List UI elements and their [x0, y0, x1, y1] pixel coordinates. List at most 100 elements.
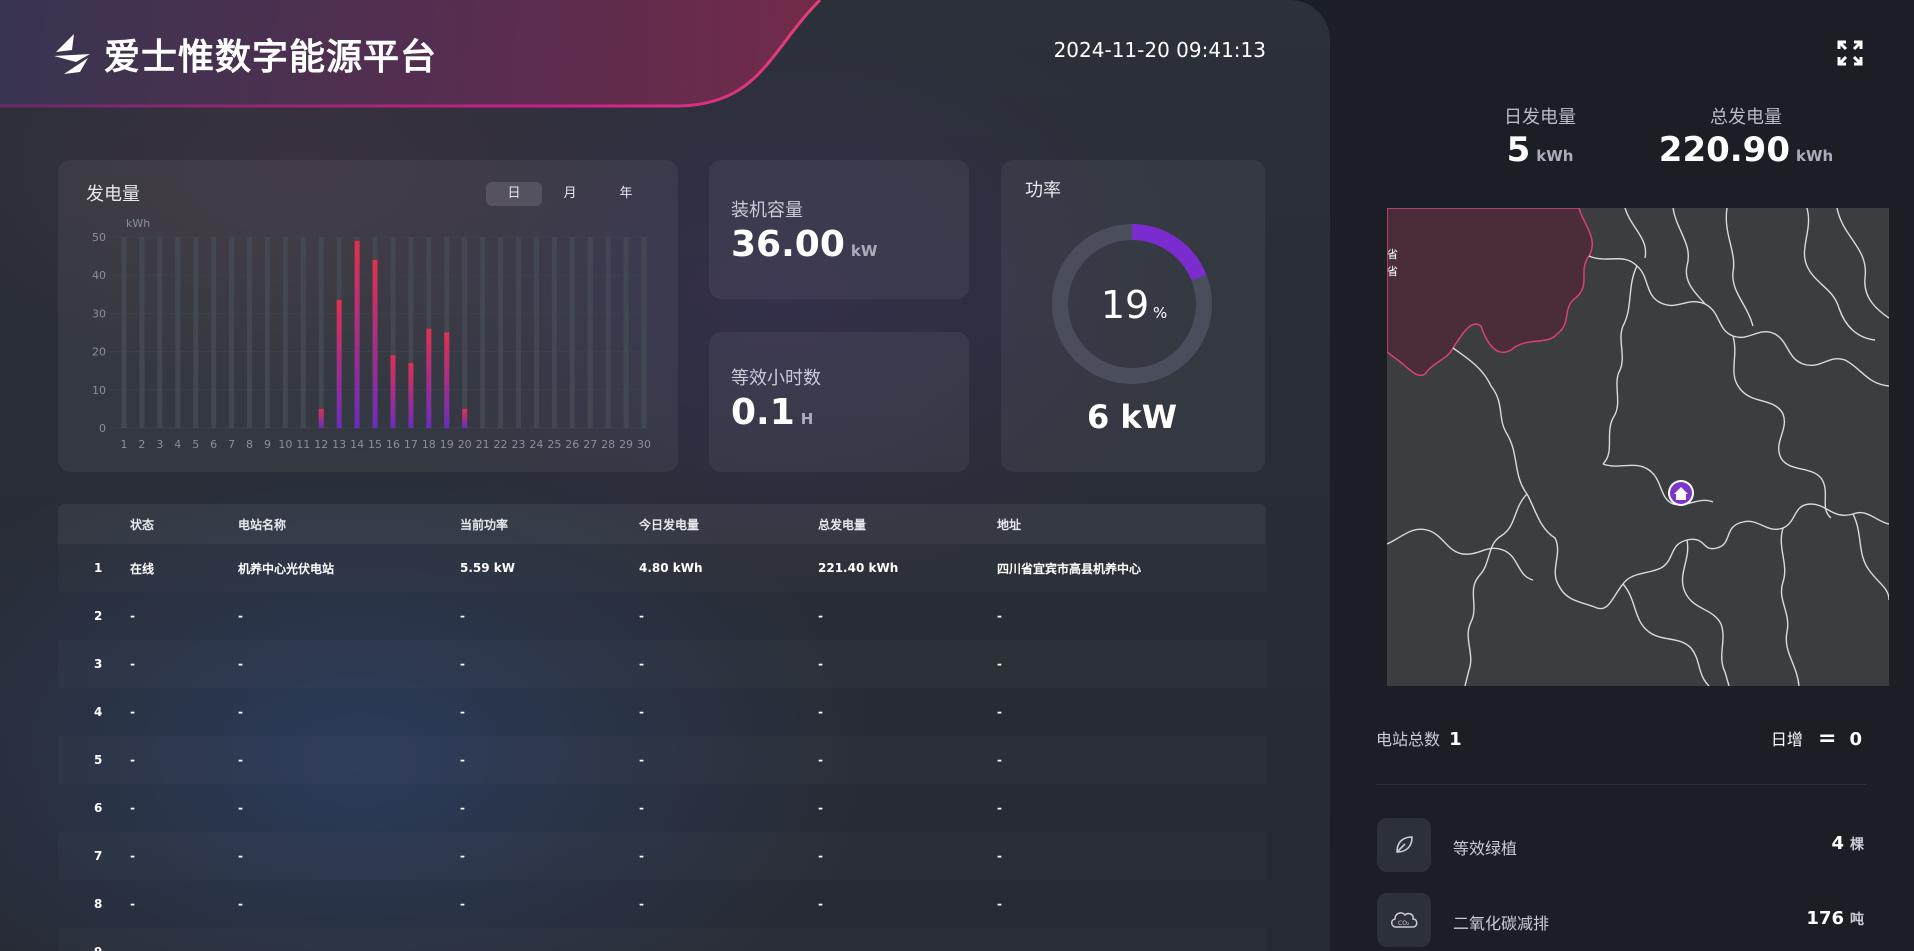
- bar-track: [515, 237, 521, 428]
- row-power: -: [460, 609, 465, 623]
- row-status: -: [130, 657, 135, 671]
- row-status: 在线: [130, 561, 155, 576]
- row-power: -: [460, 801, 465, 815]
- row-today: -: [639, 897, 644, 911]
- row-name: -: [238, 609, 243, 623]
- bar-track: [462, 237, 468, 428]
- bar-day-13[interactable]: [336, 300, 342, 428]
- bar-track: [318, 237, 324, 428]
- co2-number: 176: [1806, 908, 1844, 929]
- row-status: -: [130, 609, 135, 623]
- brand-logo-icon: [54, 34, 90, 74]
- map-edge-label: 省: [1387, 248, 1398, 261]
- row-index: 1: [94, 561, 103, 575]
- y-tick-label: 40: [92, 269, 106, 282]
- row-status: -: [130, 849, 135, 863]
- station-home-icon: [1674, 487, 1688, 500]
- bar-track: [139, 237, 145, 428]
- co2-icon-box: CO₂: [1377, 893, 1431, 947]
- x-tick-label: 27: [583, 438, 597, 451]
- bar-day-19[interactable]: [444, 332, 450, 429]
- x-tick-label: 4: [174, 438, 181, 451]
- x-tick-label: 28: [601, 438, 615, 451]
- generation-card: 发电量 日 月 年 kWh 0 10 20 30 40 50 1 2 3 4 5 6 7 8 9 10 11 1…: [58, 160, 678, 472]
- x-tick-label: 30: [637, 438, 651, 451]
- x-tick-label: 1: [121, 438, 128, 451]
- tab-month[interactable]: 月: [563, 186, 577, 201]
- power-gauge: 19 % 6 kW: [1052, 224, 1212, 436]
- row-total: -: [818, 753, 823, 767]
- daily-increase: 日增 = 0: [1771, 726, 1862, 751]
- row-address: -: [997, 897, 1002, 911]
- y-axis-unit: kWh: [126, 217, 150, 230]
- row-name: 机养中心光伏电站: [238, 561, 335, 576]
- bar-day-12[interactable]: [318, 408, 324, 428]
- row-status: -: [130, 897, 135, 911]
- capacity-number: 36.00: [731, 224, 845, 265]
- table-row[interactable]: 7 - - - - - -: [58, 832, 1266, 880]
- co2-unit: 吨: [1850, 912, 1864, 928]
- leaf-icon-box: [1377, 818, 1431, 872]
- col-address: 地址: [997, 517, 1022, 532]
- bar-day-16[interactable]: [390, 355, 396, 428]
- row-total: 221.40 kWh: [818, 561, 899, 575]
- row-today: -: [639, 753, 644, 767]
- x-tick-label: 16: [386, 438, 400, 451]
- station-count-label: 电站总数: [1376, 730, 1441, 749]
- bar-track: [282, 237, 288, 428]
- hours-unit: H: [800, 410, 814, 428]
- tab-year[interactable]: 年: [619, 186, 633, 201]
- x-tick-label: 5: [192, 438, 199, 451]
- table-row[interactable]: 9: [58, 928, 1266, 951]
- table-row[interactable]: 4 - - - - - -: [58, 688, 1266, 736]
- table-row[interactable]: 3 - - - - - -: [58, 640, 1266, 688]
- row-total: -: [818, 849, 823, 863]
- x-tick-label: 26: [565, 438, 579, 451]
- co2-cloud-icon: CO₂: [1391, 912, 1418, 928]
- table-row[interactable]: 8 - - - - - -: [58, 880, 1266, 928]
- row-total: -: [818, 705, 823, 719]
- total-gen-number: 220.90: [1658, 130, 1790, 170]
- station-marker[interactable]: [1668, 480, 1694, 506]
- row-index: 6: [94, 801, 103, 815]
- total-gen-label: 总发电量: [1710, 107, 1782, 128]
- daily-increase-value: 0: [1849, 729, 1862, 750]
- station-table: 状态 电站名称 当前功率 今日发电量 总发电量 地址 1 在线 机养中心光伏电站 5.…: [58, 504, 1266, 951]
- tab-day[interactable]: 日: [486, 182, 542, 206]
- row-name: -: [238, 705, 243, 719]
- period-tabs: 日 月 年: [486, 182, 654, 206]
- bar-day-18[interactable]: [426, 328, 432, 428]
- row-total: -: [818, 657, 823, 671]
- row-name: -: [238, 657, 243, 671]
- power-value: 6 kW: [1087, 398, 1177, 436]
- bar-day-17[interactable]: [408, 363, 414, 428]
- bar-track: [121, 237, 127, 428]
- highlight-region: [1387, 208, 1593, 377]
- x-tick-label: 25: [547, 438, 561, 451]
- station-map[interactable]: 省 省: [1387, 208, 1889, 686]
- row-today: -: [639, 705, 644, 719]
- table-row[interactable]: 1 在线 机养中心光伏电站 5.59 kW 4.80 kWh 221.40 kWh 四川省宜…: [58, 544, 1266, 592]
- x-tick-label: 11: [296, 438, 310, 451]
- table-row[interactable]: 2 - - - - - -: [58, 592, 1266, 640]
- col-name: 电站名称: [238, 517, 287, 532]
- y-tick-label: 0: [99, 422, 106, 435]
- table-body: 1 在线 机养中心光伏电站 5.59 kW 4.80 kWh 221.40 kWh 四川省宜…: [58, 544, 1266, 951]
- x-tick-label: 17: [404, 438, 418, 451]
- row-index: 8: [94, 897, 103, 911]
- fullscreen-icon[interactable]: [1837, 40, 1863, 66]
- table-row[interactable]: 5 - - - - - -: [58, 736, 1266, 784]
- y-tick-label: 50: [92, 231, 106, 244]
- bar-day-20[interactable]: [462, 408, 468, 428]
- station-count-value: 1: [1449, 729, 1462, 750]
- row-address: -: [997, 657, 1002, 671]
- table-row[interactable]: 6 - - - - - -: [58, 784, 1266, 832]
- bar-day-15[interactable]: [372, 259, 378, 428]
- row-power: -: [460, 657, 465, 671]
- x-tick-label: 19: [440, 438, 454, 451]
- bar-day-14[interactable]: [354, 240, 360, 428]
- row-address: -: [997, 801, 1002, 815]
- row-today: -: [639, 801, 644, 815]
- province-borders: [1387, 208, 1889, 686]
- row-address: -: [997, 609, 1002, 623]
